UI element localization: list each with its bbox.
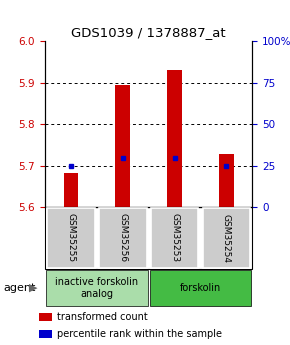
Bar [150,270,251,306]
Text: percentile rank within the sample: percentile rank within the sample [57,329,222,339]
Bar [202,208,250,268]
Bar [39,313,52,322]
Bar [64,173,78,207]
Bar [47,208,95,268]
Text: GSM35255: GSM35255 [66,214,75,263]
Text: ▶: ▶ [29,283,38,293]
Text: forskolin: forskolin [180,283,221,293]
Text: agent: agent [3,283,35,293]
Text: transformed count: transformed count [57,312,148,322]
Bar [46,270,148,306]
Bar [167,70,182,207]
Bar [39,330,52,338]
Text: inactive forskolin
analog: inactive forskolin analog [55,277,138,299]
Text: GSM35256: GSM35256 [118,214,127,263]
Text: GSM35253: GSM35253 [170,214,179,263]
Title: GDS1039 / 1378887_at: GDS1039 / 1378887_at [71,26,226,39]
Text: GSM35254: GSM35254 [222,214,231,263]
Bar [151,208,198,268]
Bar [219,154,234,207]
Bar [115,85,130,207]
Bar [99,208,146,268]
